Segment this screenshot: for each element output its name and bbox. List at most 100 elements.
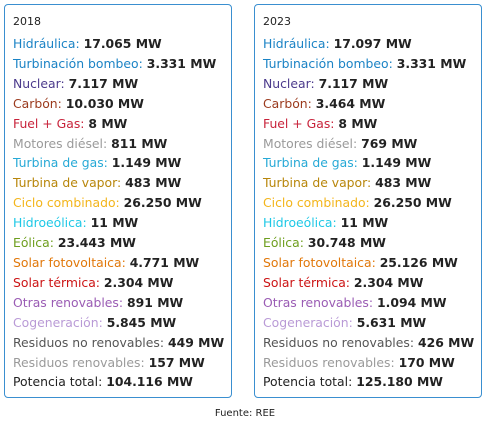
- source-label: Potencia total: [263, 374, 349, 390]
- capacity-row: Cogeneración: 5.845 MW: [13, 314, 177, 330]
- capacity-value: 3.331 MW: [146, 55, 217, 71]
- source-label: Fuel + Gas: [263, 115, 331, 131]
- panel-year: 2018: [13, 15, 41, 28]
- source-label: Solar fotovoltaica: [13, 254, 122, 270]
- capacity-row: Turbina de vapor: 483 MW: [263, 175, 432, 191]
- source-label: Turbina de vapor: [13, 175, 117, 191]
- source-label: Turbina de vapor: [263, 175, 367, 191]
- panel-2018: 2018 Hidráulica: 17.065 MW Turbinación bo…: [4, 4, 232, 398]
- source-label: Potencia total: [13, 374, 99, 390]
- capacity-row: Motores diésel: 769 MW: [263, 135, 418, 151]
- source-label: Carbón: [263, 95, 308, 111]
- capacity-value: 30.748 MW: [307, 235, 386, 251]
- capacity-row: Turbinación bombeo: 3.331 MW: [263, 55, 467, 71]
- capacity-row: Nuclear: 7.117 MW: [13, 75, 139, 91]
- capacity-value: 10.030 MW: [65, 95, 144, 111]
- capacity-row: Residuos renovables: 157 MW: [13, 354, 205, 370]
- source-note: Fuente: REE: [214, 408, 276, 419]
- capacity-list: Hidráulica: 17.065 MW Turbinación bombeo:…: [13, 34, 231, 392]
- capacity-row: Cogeneración: 5.631 MW: [263, 314, 427, 330]
- capacity-row: Fuel + Gas: 8 MW: [13, 115, 128, 131]
- capacity-value: 11 MW: [90, 215, 139, 231]
- capacity-list: Hidráulica: 17.097 MW Turbinación bombeo:…: [263, 34, 481, 392]
- capacity-row: Potencia total: 104.116 MW: [13, 374, 193, 390]
- capacity-value: 5.845 MW: [106, 314, 177, 330]
- capacity-value: 1.149 MW: [111, 155, 182, 171]
- capacity-row: Residuos no renovables: 426 MW: [263, 334, 475, 350]
- capacity-value: 483 MW: [375, 175, 432, 191]
- capacity-row: Hidráulica: 17.097 MW: [263, 36, 412, 51]
- source-label: Hidroeólica: [13, 215, 83, 231]
- capacity-value: 157 MW: [148, 354, 205, 370]
- capacity-row: Otras renovables: 891 MW: [13, 294, 184, 310]
- capacity-row: Otras renovables: 1.094 MW: [263, 294, 447, 310]
- source-label: Residuos renovables: [13, 354, 141, 370]
- source-label: Hidráulica: [13, 36, 76, 51]
- capacity-value: 5.631 MW: [356, 314, 427, 330]
- capacity-row: Eólica: 23.443 MW: [13, 235, 136, 251]
- capacity-value: 7.117 MW: [318, 75, 389, 91]
- capacity-value: 4.771 MW: [129, 254, 200, 270]
- capacity-row: Ciclo combinado: 26.250 MW: [263, 195, 452, 211]
- capacity-row: Solar térmica: 2.304 MW: [13, 274, 174, 290]
- capacity-value: 449 MW: [167, 334, 225, 350]
- source-label: Cogeneración: [13, 314, 99, 330]
- capacity-row: Turbinación bombeo: 3.331 MW: [13, 55, 217, 71]
- source-label: Nuclear: [263, 75, 311, 91]
- capacity-row: Solar térmica: 2.304 MW: [263, 274, 424, 290]
- source-label: Fuel + Gas: [13, 115, 81, 131]
- capacity-value: 1.094 MW: [377, 294, 447, 310]
- capacity-value: 26.250 MW: [123, 195, 202, 211]
- panel-2023: 2023 Hidráulica: 17.097 MW Turbinación bo…: [254, 4, 482, 398]
- source-label: Hidroeólica: [263, 215, 333, 231]
- capacity-value: 483 MW: [125, 175, 182, 191]
- capacity-row: Hidroeólica: 11 MW: [13, 215, 139, 231]
- source-label: Turbina de gas: [263, 155, 354, 171]
- source-label: Turbinación bombeo: [263, 55, 389, 71]
- source-label: Solar térmica: [263, 274, 346, 290]
- source-label: Carbón: [13, 95, 58, 111]
- capacity-value: 125.180 MW: [356, 374, 443, 390]
- capacity-row: Ciclo combinado: 26.250 MW: [13, 195, 202, 211]
- capacity-row: Residuos renovables: 170 MW: [263, 354, 455, 370]
- capacity-row: Hidráulica: 17.065 MW: [13, 36, 162, 51]
- capacity-value: 3.331 MW: [396, 55, 467, 71]
- source-label: Solar térmica: [13, 274, 96, 290]
- capacity-value: 170 MW: [398, 354, 455, 370]
- capacity-value: 811 MW: [111, 135, 168, 151]
- source-label: Turbina de gas: [13, 155, 104, 171]
- capacity-row: Eólica: 30.748 MW: [263, 235, 386, 251]
- capacity-row: Hidroeólica: 11 MW: [263, 215, 389, 231]
- capacity-row: Turbina de vapor: 483 MW: [13, 175, 182, 191]
- source-label: Residuos no renovables: [13, 334, 160, 350]
- capacity-value: 8 MW: [88, 115, 128, 131]
- source-label: Residuos renovables: [263, 354, 391, 370]
- capacity-value: 1.149 MW: [361, 155, 432, 171]
- capacity-value: 26.250 MW: [373, 195, 452, 211]
- capacity-row: Solar fotovoltaica: 4.771 MW: [13, 254, 200, 270]
- capacity-row: Residuos no renovables: 449 MW: [13, 334, 225, 350]
- capacity-value: 104.116 MW: [106, 374, 193, 390]
- capacity-value: 2.304 MW: [103, 274, 174, 290]
- capacity-value: 11 MW: [340, 215, 389, 231]
- capacity-value: 23.443 MW: [57, 235, 136, 251]
- capacity-row: Turbina de gas: 1.149 MW: [263, 155, 432, 171]
- source-label: Residuos no renovables: [263, 334, 410, 350]
- capacity-row: Nuclear: 7.117 MW: [263, 75, 389, 91]
- source-label: Turbinación bombeo: [13, 55, 139, 71]
- panel-year: 2023: [263, 15, 291, 28]
- capacity-value: 891 MW: [127, 294, 184, 310]
- capacity-value: 3.464 MW: [315, 95, 386, 111]
- source-label: Ciclo combinado: [13, 195, 116, 211]
- capacity-value: 2.304 MW: [353, 274, 424, 290]
- source-label: Otras renovables: [263, 294, 369, 310]
- source-label: Motores diésel: [13, 135, 104, 151]
- capacity-row: Motores diésel: 811 MW: [13, 135, 168, 151]
- source-label: Solar fotovoltaica: [263, 254, 372, 270]
- source-label: Otras renovables: [13, 294, 119, 310]
- source-label: Hidráulica: [263, 36, 326, 51]
- capacity-row: Solar fotovoltaica: 25.126 MW: [263, 254, 458, 270]
- source-label: Cogeneración: [263, 314, 349, 330]
- capacity-value: 25.126 MW: [379, 254, 458, 270]
- capacity-value: 426 MW: [417, 334, 475, 350]
